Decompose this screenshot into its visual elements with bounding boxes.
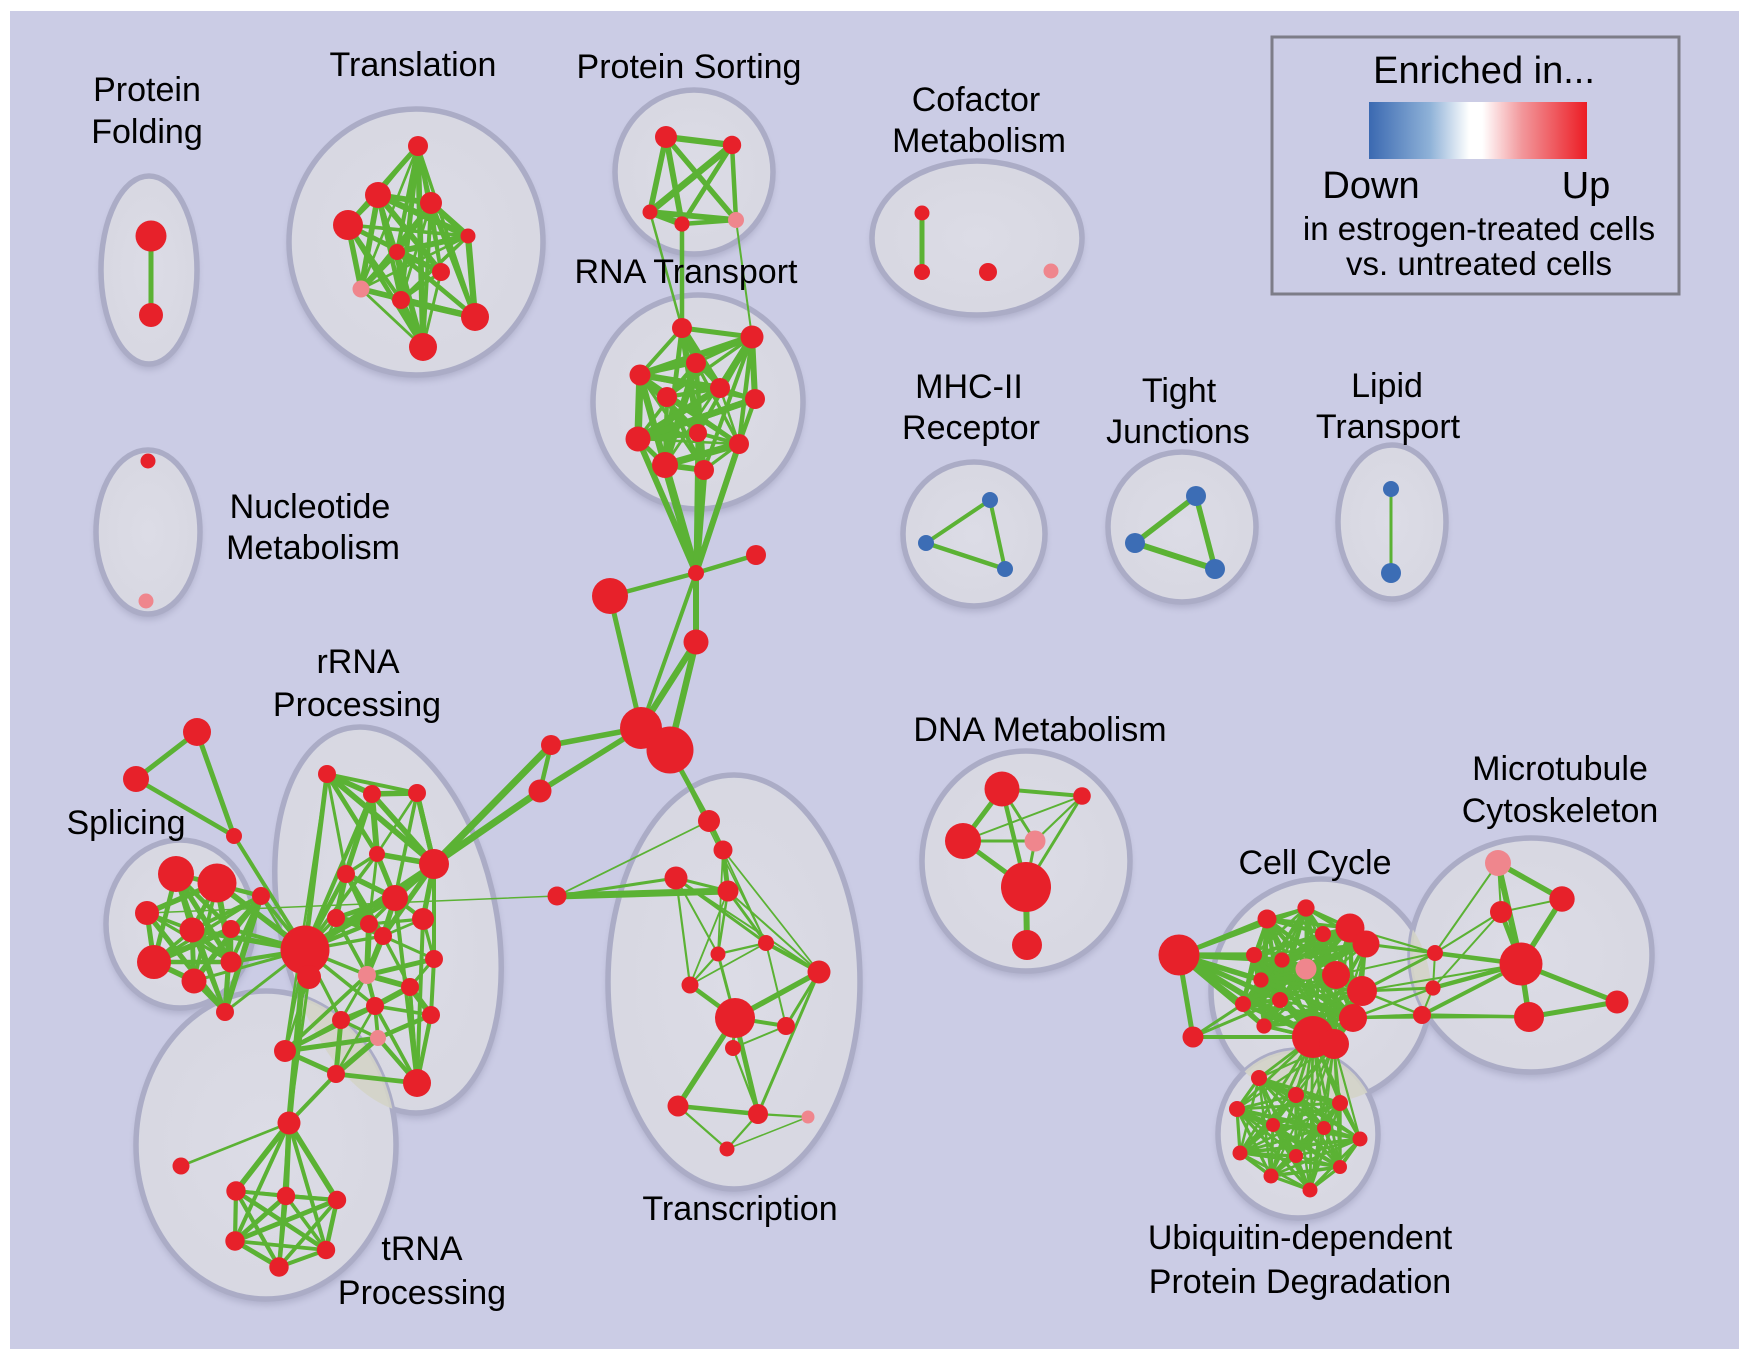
svg-text:Up: Up — [1562, 165, 1611, 207]
svg-text:Transport: Transport — [1316, 408, 1461, 446]
svg-text:Receptor: Receptor — [902, 409, 1040, 447]
svg-text:Ubiquitin-dependent: Ubiquitin-dependent — [1148, 1219, 1453, 1257]
svg-text:RNA Transport: RNA Transport — [575, 253, 799, 291]
svg-text:rRNA: rRNA — [316, 643, 399, 681]
svg-text:Processing: Processing — [273, 686, 441, 724]
svg-text:Cofactor: Cofactor — [912, 81, 1041, 119]
svg-text:Nucleotide: Nucleotide — [230, 488, 391, 526]
svg-text:in estrogen-treated cells: in estrogen-treated cells — [1303, 210, 1655, 247]
svg-text:Tight: Tight — [1142, 372, 1217, 410]
svg-text:Microtubule: Microtubule — [1472, 750, 1648, 788]
svg-text:Lipid: Lipid — [1351, 367, 1423, 405]
svg-text:tRNA: tRNA — [381, 1230, 463, 1268]
svg-text:Transcription: Transcription — [642, 1190, 837, 1228]
svg-text:MHC-II: MHC-II — [915, 368, 1023, 406]
svg-text:Translation: Translation — [330, 46, 497, 84]
svg-text:Enriched in...: Enriched in... — [1373, 50, 1595, 92]
svg-text:Protein: Protein — [93, 71, 201, 109]
svg-text:Metabolism: Metabolism — [226, 529, 400, 567]
svg-text:Cytoskeleton: Cytoskeleton — [1462, 792, 1659, 830]
svg-text:Splicing: Splicing — [66, 804, 185, 842]
svg-text:Down: Down — [1322, 165, 1419, 207]
svg-text:Metabolism: Metabolism — [892, 122, 1066, 160]
svg-text:Cell Cycle: Cell Cycle — [1238, 844, 1391, 882]
svg-text:Protein Sorting: Protein Sorting — [577, 48, 802, 86]
svg-text:Processing: Processing — [338, 1274, 506, 1312]
svg-text:Folding: Folding — [91, 113, 203, 151]
svg-text:vs. untreated cells: vs. untreated cells — [1346, 245, 1612, 282]
svg-text:Protein Degradation: Protein Degradation — [1149, 1263, 1451, 1301]
svg-text:DNA Metabolism: DNA Metabolism — [913, 711, 1166, 749]
svg-text:Junctions: Junctions — [1106, 413, 1250, 451]
